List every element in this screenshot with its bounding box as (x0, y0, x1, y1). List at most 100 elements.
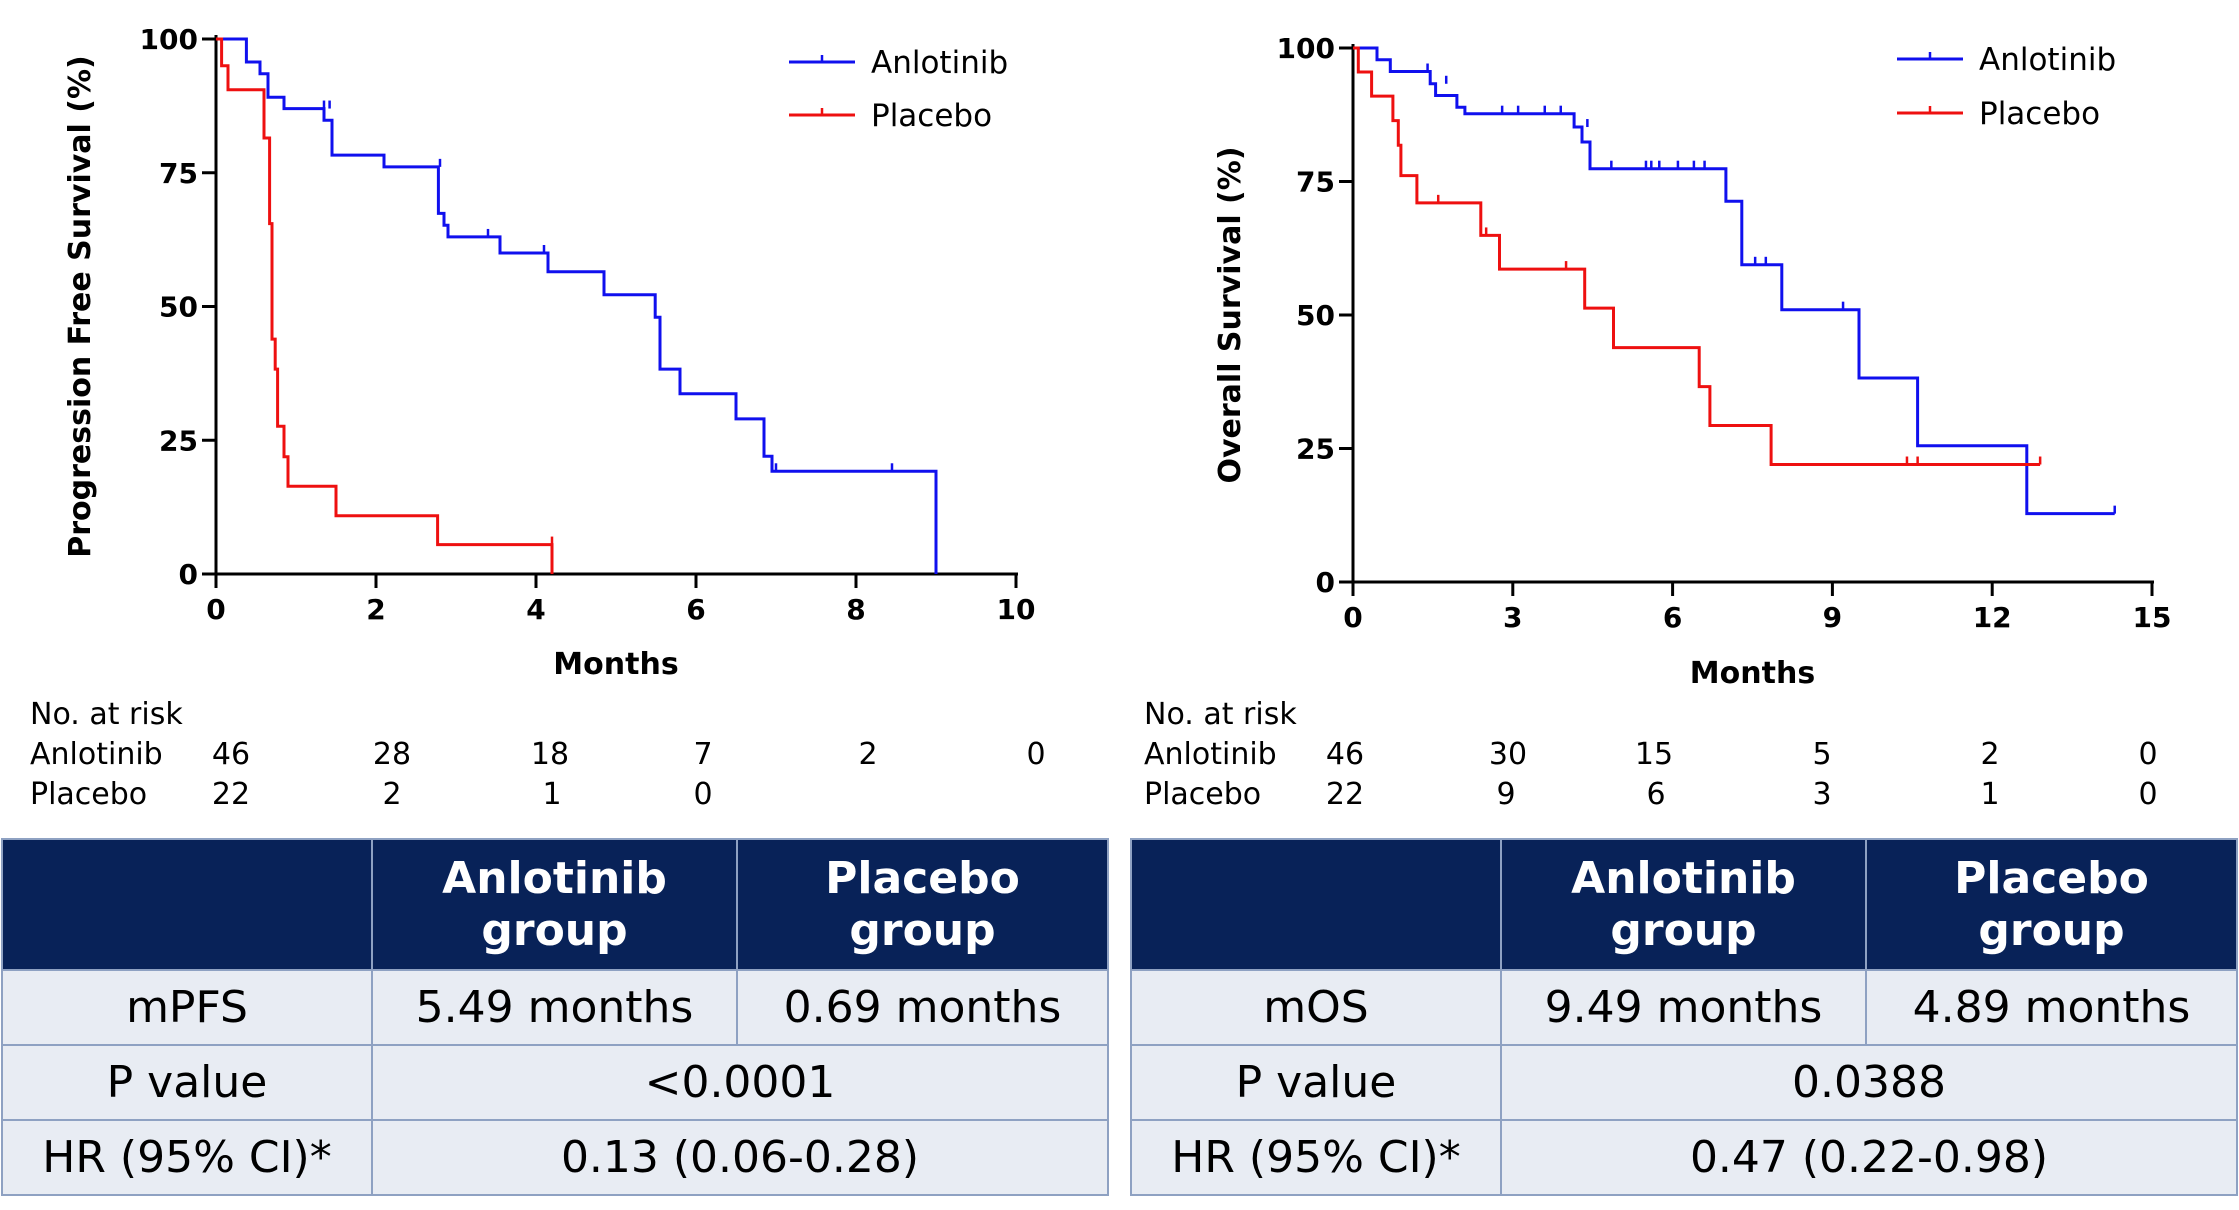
risk-count: 0 (2138, 737, 2158, 772)
summary-hr-row: HR (95% CI)* 0.47 (0.22-0.98) (1130, 1119, 2238, 1196)
y-tick-label: 75 (159, 157, 198, 190)
x-tick-label: 4 (526, 593, 545, 626)
x-tick-label: 2 (366, 593, 385, 626)
legend-label-placebo: Placebo (1979, 96, 2100, 132)
summary-p-row: P value 0.0388 (1130, 1044, 2238, 1121)
x-tick-label: 3 (1503, 601, 1522, 634)
risk-count: 22 (211, 777, 251, 812)
hr-label: HR (95% CI)* (1, 1119, 373, 1196)
x-tick-label: 0 (1343, 601, 1362, 634)
hr-value: 0.47 (0.22-0.98) (1500, 1119, 2238, 1196)
risk-label: Anlotinib (30, 737, 163, 772)
risk-heading: No. at risk (1144, 697, 1297, 732)
pfs-summary-table: Anlotinib group Placebo group mPFS 5.49 … (1, 838, 1109, 1196)
y-tick-label: 50 (1296, 299, 1335, 332)
risk-count: 22 (1325, 777, 1365, 812)
risk-heading: No. at risk (30, 697, 183, 732)
os-chart: 0 25 50 75 100 0 3 6 9 12 15 Overall Survival (%) Mo… (1213, 32, 2172, 690)
pfs-risk-table: No. at risk Anlotinib 46 28 18 7 2 0 Pla… (30, 695, 1120, 825)
summary-header-row: Anlotinib group Placebo group (1130, 838, 2238, 971)
risk-count: 0 (693, 777, 713, 812)
x-tick-label: 10 (997, 593, 1036, 626)
series-line-placebo (1353, 46, 2041, 466)
p-label: P value (1130, 1044, 1502, 1121)
y-tick-label: 50 (159, 291, 198, 324)
anlotinib-median: 5.49 months (371, 969, 738, 1046)
risk-row-placebo: Placebo 22 9 6 3 1 0 (1144, 775, 2239, 815)
summary-hr-row: HR (95% CI)* 0.13 (0.06-0.28) (1, 1119, 1109, 1196)
risk-count: 7 (693, 737, 713, 772)
risk-label: Placebo (30, 777, 148, 812)
os-risk-table: No. at risk Anlotinib 46 30 15 5 2 0 Pla… (1144, 695, 2234, 825)
summary-p-row: P value <0.0001 (1, 1044, 1109, 1121)
risk-count: 30 (1488, 737, 1528, 772)
risk-count: 2 (858, 737, 878, 772)
series-line-anlotinib (216, 37, 938, 574)
risk-count: 28 (372, 737, 412, 772)
header-placebo: Placebo group (736, 838, 1109, 971)
risk-count: 6 (1646, 777, 1666, 812)
header-anlotinib: Anlotinib group (1500, 838, 1867, 971)
y-tick-label: 100 (140, 23, 198, 56)
risk-count: 0 (2138, 777, 2158, 812)
x-tick-label: 8 (846, 593, 865, 626)
risk-label: Placebo (1144, 777, 1262, 812)
risk-count: 2 (382, 777, 402, 812)
x-axis-title: Months (553, 647, 678, 682)
legend-label-anlotinib: Anlotinib (1979, 42, 2116, 78)
y-tick-label: 25 (1296, 433, 1335, 466)
risk-count: 1 (542, 777, 562, 812)
x-tick-label: 12 (1973, 601, 2012, 634)
p-value: 0.0388 (1500, 1044, 2238, 1121)
risk-row-placebo: Placebo 22 2 1 0 (30, 775, 1150, 815)
risk-count: 15 (1634, 737, 1674, 772)
legend-label-anlotinib: Anlotinib (871, 45, 1008, 81)
header-anlotinib: Anlotinib group (371, 838, 738, 971)
anlotinib-median: 9.49 months (1500, 969, 1867, 1046)
x-tick-label: 6 (686, 593, 705, 626)
hr-label: HR (95% CI)* (1130, 1119, 1502, 1196)
y-tick-label: 0 (179, 558, 198, 591)
series-line-anlotinib (1353, 46, 2115, 516)
placebo-median: 0.69 months (736, 969, 1109, 1046)
x-tick-label: 9 (1823, 601, 1842, 634)
hr-value: 0.13 (0.06-0.28) (371, 1119, 1109, 1196)
y-axis-title: Overall Survival (%) (1213, 146, 1248, 483)
risk-label: Anlotinib (1144, 737, 1277, 772)
x-tick-label: 15 (2133, 601, 2172, 634)
risk-count: 5 (1812, 737, 1832, 772)
risk-count: 9 (1496, 777, 1516, 812)
series-line-placebo (216, 37, 554, 574)
risk-count: 1 (1980, 777, 2000, 812)
metric-label: mOS (1130, 969, 1502, 1046)
header-blank (1130, 838, 1502, 971)
x-tick-label: 0 (206, 593, 225, 626)
summary-header-row: Anlotinib group Placebo group (1, 838, 1109, 971)
metric-label: mPFS (1, 969, 373, 1046)
pfs-chart: 0 25 50 75 100 0 2 4 6 8 10 Progression Free Surviv… (63, 23, 1036, 682)
y-tick-label: 100 (1277, 32, 1335, 65)
header-placebo: Placebo group (1865, 838, 2238, 971)
header-blank (1, 838, 373, 971)
risk-count: 3 (1812, 777, 1832, 812)
legend-label-placebo: Placebo (871, 98, 992, 134)
os-summary-table: Anlotinib group Placebo group mOS 9.49 m… (1130, 838, 2238, 1196)
p-value: <0.0001 (371, 1044, 1109, 1121)
y-axis-title: Progression Free Survival (%) (63, 55, 98, 558)
risk-count: 2 (1980, 737, 2000, 772)
x-tick-label: 6 (1663, 601, 1682, 634)
summary-median-row: mPFS 5.49 months 0.69 months (1, 969, 1109, 1046)
risk-count: 46 (211, 737, 251, 772)
risk-count: 18 (530, 737, 570, 772)
risk-count: 46 (1325, 737, 1365, 772)
risk-row-anlotinib: Anlotinib 46 30 15 5 2 0 (1144, 735, 2239, 775)
y-tick-label: 75 (1296, 166, 1335, 199)
x-axis-title: Months (1690, 656, 1815, 690)
placebo-median: 4.89 months (1865, 969, 2238, 1046)
y-tick-label: 0 (1316, 566, 1335, 599)
p-label: P value (1, 1044, 373, 1121)
risk-count: 0 (1026, 737, 1046, 772)
summary-median-row: mOS 9.49 months 4.89 months (1130, 969, 2238, 1046)
y-tick-label: 25 (159, 424, 198, 457)
risk-row-anlotinib: Anlotinib 46 28 18 7 2 0 (30, 735, 1150, 775)
